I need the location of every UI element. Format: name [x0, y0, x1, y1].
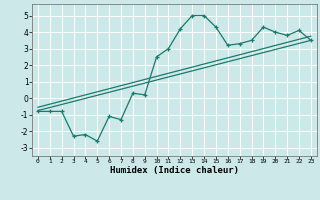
X-axis label: Humidex (Indice chaleur): Humidex (Indice chaleur): [110, 166, 239, 175]
